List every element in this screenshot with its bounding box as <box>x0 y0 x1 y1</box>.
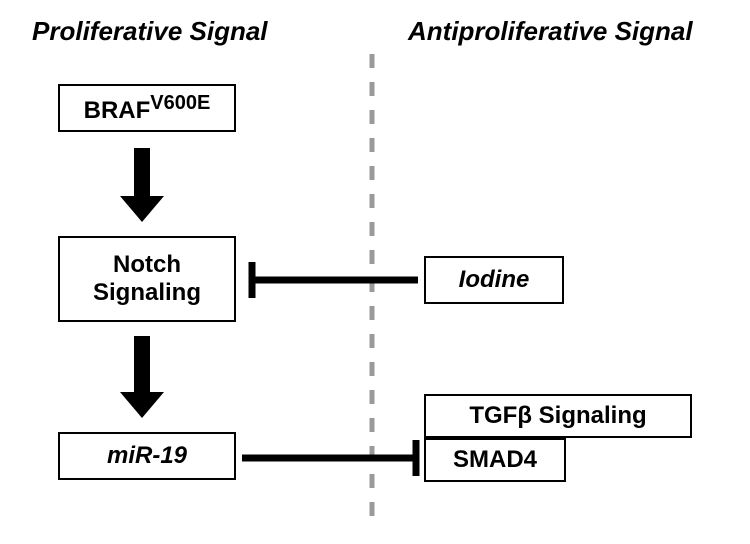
node-braf: BRAFV600E <box>58 84 236 132</box>
inhibition-iodine-to-notch <box>252 262 418 298</box>
arrow-notch-to-mir19 <box>120 336 164 418</box>
node-tgfb: TGFβ Signaling <box>424 394 692 438</box>
node-mir19: miR-19 <box>58 432 236 480</box>
heading-antiproliferative: Antiproliferative Signal <box>408 16 693 47</box>
node-tgfb-label: TGFβ Signaling <box>469 402 646 430</box>
node-iodine: Iodine <box>424 256 564 304</box>
node-smad4-label: SMAD4 <box>453 446 537 474</box>
arrow-braf-to-notch <box>120 148 164 222</box>
node-notch: NotchSignaling <box>58 236 236 322</box>
inhibition-mir19-to-smad4 <box>242 440 416 476</box>
node-braf-label: BRAFV600E <box>84 92 211 125</box>
heading-proliferative-text: Proliferative Signal <box>32 16 268 46</box>
diagram-stage: Proliferative Signal Antiproliferative S… <box>0 0 750 544</box>
node-iodine-label: Iodine <box>459 266 530 294</box>
node-smad4: SMAD4 <box>424 438 566 482</box>
node-notch-label: NotchSignaling <box>93 251 201 306</box>
node-mir19-label: miR-19 <box>107 442 187 470</box>
heading-antiproliferative-text: Antiproliferative Signal <box>408 16 693 46</box>
heading-proliferative: Proliferative Signal <box>32 16 268 47</box>
